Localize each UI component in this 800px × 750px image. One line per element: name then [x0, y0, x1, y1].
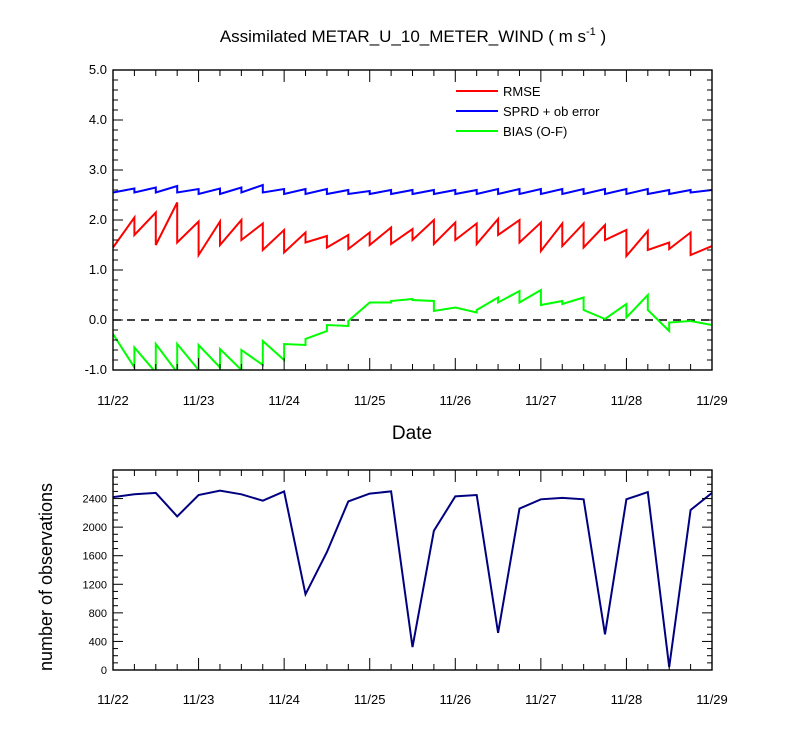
y-tick-label: 400 — [89, 636, 107, 648]
bottom-tick-labels: 0 400 800 1200 1600 2000 2400 11/22 11/23 11/24 11… — [83, 494, 728, 707]
y-tick-label: 0 — [101, 665, 107, 677]
x-tick-label: 11/24 — [268, 393, 300, 408]
bottom-panel: 0 400 800 1200 1600 2000 2400 11/22 11/23 11/24 11… — [36, 469, 728, 707]
x-tick-label: 11/23 — [183, 393, 215, 408]
x-tick-label: 11/22 — [97, 393, 129, 408]
y-tick-label: 800 — [89, 608, 107, 620]
y-tick-label: 2.0 — [89, 212, 107, 227]
x-tick-label: 11/27 — [525, 393, 557, 408]
chart-title: Assimilated METAR_U_10_METER_WIND ( m s-… — [220, 26, 606, 46]
x-tick-label: 11/24 — [268, 692, 300, 707]
y-tick-label: 5.0 — [89, 62, 107, 77]
y-axis-label-observations: number of observations — [36, 483, 56, 671]
top-plot-frame — [112, 69, 713, 371]
legend-label: RMSE — [503, 84, 541, 99]
x-tick-label: 11/26 — [439, 692, 471, 707]
top-panel: -1.0 0.0 1.0 2.0 3.0 4.0 5.0 11/22 11/23 11/24 11/… — [85, 62, 728, 444]
y-tick-label: 2000 — [83, 522, 107, 534]
y-tick-label: 1.0 — [89, 262, 107, 277]
x-tick-label: 11/22 — [97, 692, 129, 707]
bottom-series-layer — [113, 489, 712, 668]
y-tick-label: 3.0 — [89, 162, 107, 177]
y-tick-label: 4.0 — [89, 112, 107, 127]
x-tick-label: 11/26 — [439, 393, 471, 408]
x-tick-label: 11/29 — [696, 393, 728, 408]
x-tick-label: 11/27 — [525, 692, 557, 707]
y-tick-label: 0.0 — [89, 312, 107, 327]
x-tick-label: 11/25 — [354, 393, 386, 408]
x-tick-label: 11/28 — [611, 692, 643, 707]
series-line-observations — [113, 489, 712, 668]
top-tick-labels: -1.0 0.0 1.0 2.0 3.0 4.0 5.0 11/22 11/23 11/24 11/… — [85, 62, 728, 408]
y-tick-label: 1600 — [83, 551, 107, 563]
chart-title-main: Assimilated METAR_U_10_METER_WIND ( m s — [220, 27, 586, 46]
series-line-rmse — [113, 202, 712, 259]
legend: RMSE SPRD + ob error BIAS (O-F) — [456, 84, 600, 139]
bottom-ticks-layer — [112, 469, 713, 671]
x-axis-label: Date — [392, 423, 432, 444]
x-tick-label: 11/25 — [354, 692, 386, 707]
series-line-spread — [113, 183, 712, 196]
y-tick-label: -1.0 — [85, 362, 107, 377]
x-tick-label: 11/29 — [696, 692, 728, 707]
y-tick-label: 2400 — [83, 494, 107, 506]
chart-title-superscript: -1 — [586, 26, 596, 38]
legend-label: BIAS (O-F) — [503, 124, 567, 139]
series-line-bias — [113, 288, 712, 370]
x-tick-label: 11/28 — [611, 393, 643, 408]
top-ticks-layer — [112, 69, 713, 371]
legend-label: SPRD + ob error — [503, 104, 600, 119]
x-tick-label: 11/23 — [183, 692, 215, 707]
y-tick-label: 1200 — [83, 579, 107, 591]
chart-title-end: ) — [596, 27, 606, 46]
top-series-layer — [113, 183, 712, 370]
